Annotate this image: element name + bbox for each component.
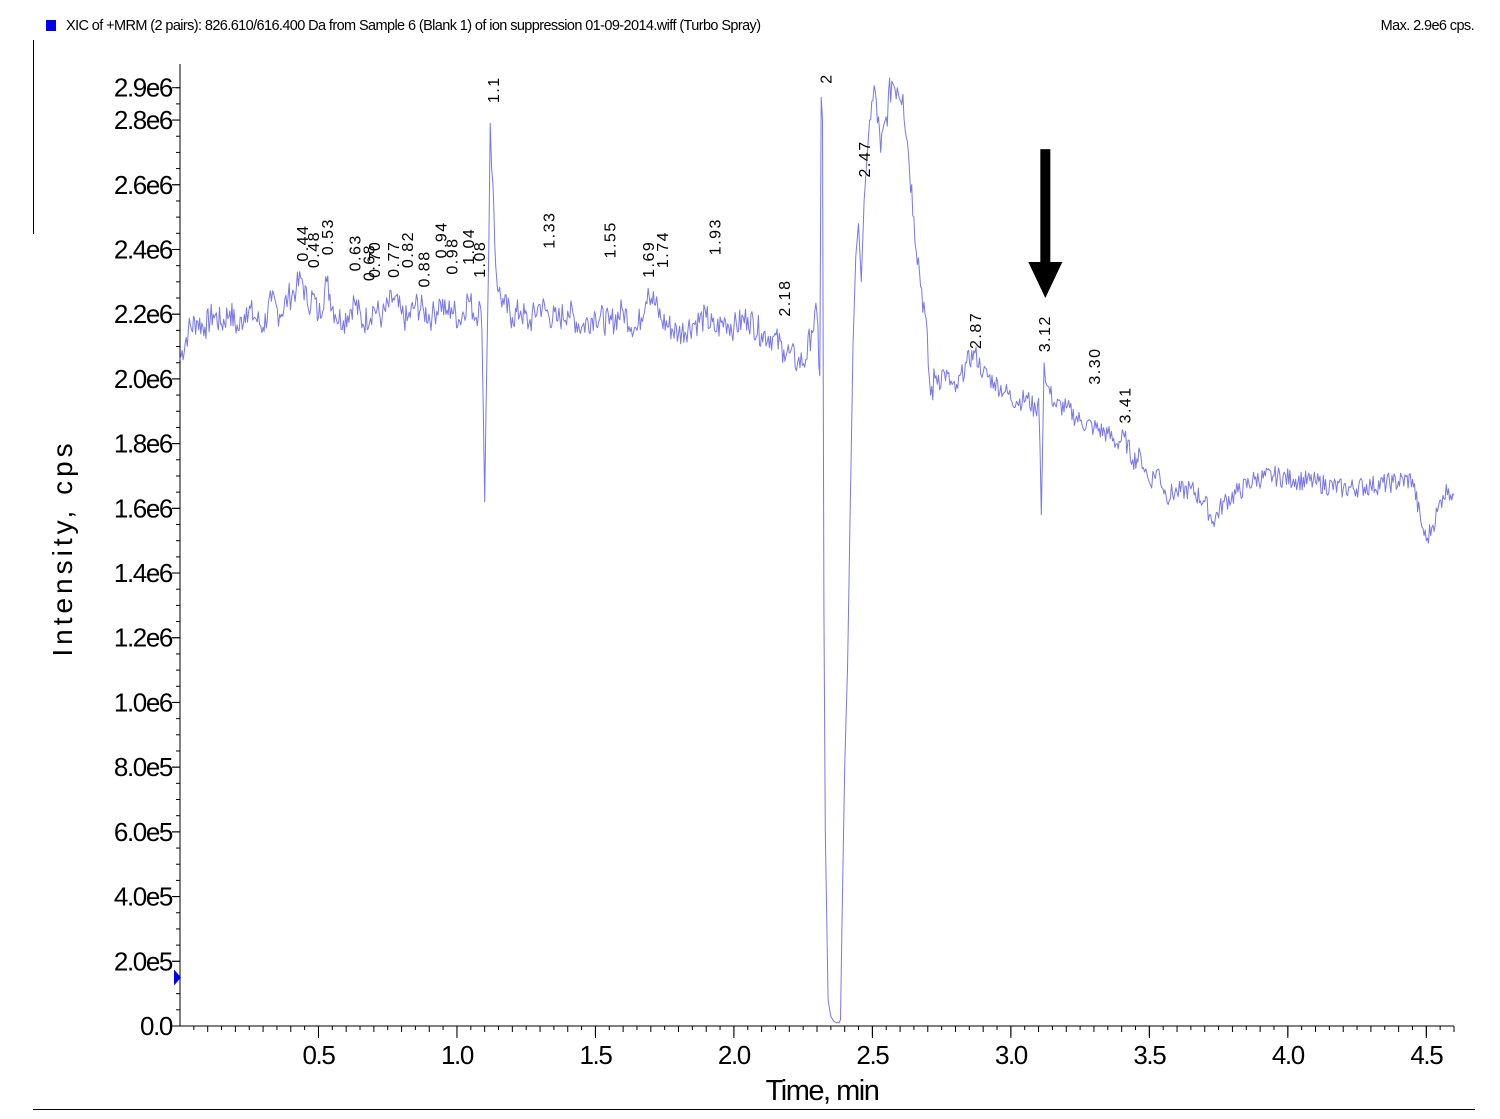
pane-left-border [33, 40, 34, 234]
x-tick-label: 3.0 [995, 1040, 1028, 1070]
y-tick-label: 4.0e5 [114, 882, 173, 912]
peak-label: 0.44 [295, 225, 312, 262]
x-tick-label: 2.0 [718, 1040, 751, 1070]
y-tick-label: 0.0 [140, 1011, 173, 1041]
x-tick-label: 1.0 [441, 1040, 474, 1070]
x-tick-label: 3.5 [1133, 1040, 1166, 1070]
y-tick-label: 2.6e6 [114, 170, 173, 200]
peak-label: 3.30 [1087, 347, 1104, 384]
y-axis-title: Intensity, cps [47, 439, 78, 656]
xic-trace [179, 77, 1455, 1024]
peak-label: 3.41 [1117, 386, 1134, 423]
chart-title: XIC of +MRM (2 pairs): 826.610/616.400 D… [66, 18, 761, 34]
arrow-shaft [1040, 149, 1051, 265]
peak-label: 2.18 [777, 280, 794, 317]
peak-labels: 0.440.480.53 0.630.680.70 0.770.820.880.94… [295, 73, 1135, 423]
peak-label: 3.12 [1037, 315, 1054, 352]
y-tick-label: 2.9e6 [114, 73, 173, 103]
annotations [174, 149, 1063, 986]
y-axis-ticks: 0.0 2.0e5 4.0e5 6.0e5 8.0e5 1.0e6 1.2e6 1.4e6 1.… [114, 73, 180, 1041]
peak-label: 0.68 [361, 244, 378, 281]
peak-label: 0.63 [347, 234, 364, 271]
peak-label: 2.47 [857, 140, 874, 177]
series-color-swatch [46, 20, 56, 31]
baseline-marker-icon [174, 969, 181, 986]
peak-label: 0.53 [320, 218, 337, 255]
y-tick-label: 2.2e6 [114, 299, 173, 329]
peak-label: 1.1 [486, 76, 503, 103]
y-tick-label: 1.0e6 [114, 687, 173, 717]
y-tick-label: 1.8e6 [114, 429, 173, 459]
max-intensity-label: Max. 2.9e6 cps. [1380, 18, 1475, 34]
x-tick-label: 4.5 [1410, 1040, 1443, 1070]
peak-label: 1.69 [641, 241, 658, 278]
peak-label: 0.48 [306, 231, 323, 268]
peak-label: 1.74 [655, 231, 672, 268]
peak-label: 0.98 [444, 237, 461, 274]
x-axis-ticks: 0.5 1.0 1.5 2.0 2.5 3.0 3.5 4.0 4.5 [193, 1026, 1455, 1070]
peak-label: 0.94 [433, 221, 450, 258]
y-tick-label: 2.0e6 [114, 364, 173, 394]
peak-label: 1.55 [602, 221, 619, 258]
peak-label: 2.87 [968, 312, 985, 349]
peak-label: 0.88 [417, 250, 434, 287]
y-tick-label: 1.4e6 [114, 558, 173, 588]
peak-label: 1.08 [472, 241, 489, 278]
y-tick-label: 2.4e6 [114, 234, 173, 264]
peak-label: 2 [818, 73, 835, 83]
xic-line [179, 77, 1455, 1024]
arrow-head [1028, 262, 1063, 299]
peak-label: 0.77 [386, 241, 403, 278]
peak-label: 0.70 [367, 241, 384, 278]
plot-axes [179, 64, 1454, 1027]
y-tick-label: 8.0e5 [114, 752, 173, 782]
y-tick-label: 2.8e6 [114, 105, 173, 135]
y-tick-label: 6.0e5 [114, 817, 173, 847]
x-tick-label: 4.0 [1272, 1040, 1305, 1070]
x-axis-title: Time, min [766, 1075, 879, 1107]
peak-label: 1.93 [708, 218, 725, 255]
x-tick-label: 1.5 [579, 1040, 612, 1070]
y-tick-label: 2.0e5 [114, 946, 173, 976]
x-tick-label: 2.5 [856, 1040, 889, 1070]
peak-label: 1.04 [461, 228, 478, 265]
chart-header: XIC of +MRM (2 pairs): 826.610/616.400 D… [0, 0, 1500, 40]
y-tick-label: 1.6e6 [114, 493, 173, 523]
y-tick-label: 1.2e6 [114, 623, 173, 653]
x-tick-label: 0.5 [303, 1040, 336, 1070]
peak-label: 0.82 [400, 231, 417, 268]
pane-bottom-border [33, 1109, 1475, 1110]
peak-label: 1.33 [541, 212, 558, 249]
